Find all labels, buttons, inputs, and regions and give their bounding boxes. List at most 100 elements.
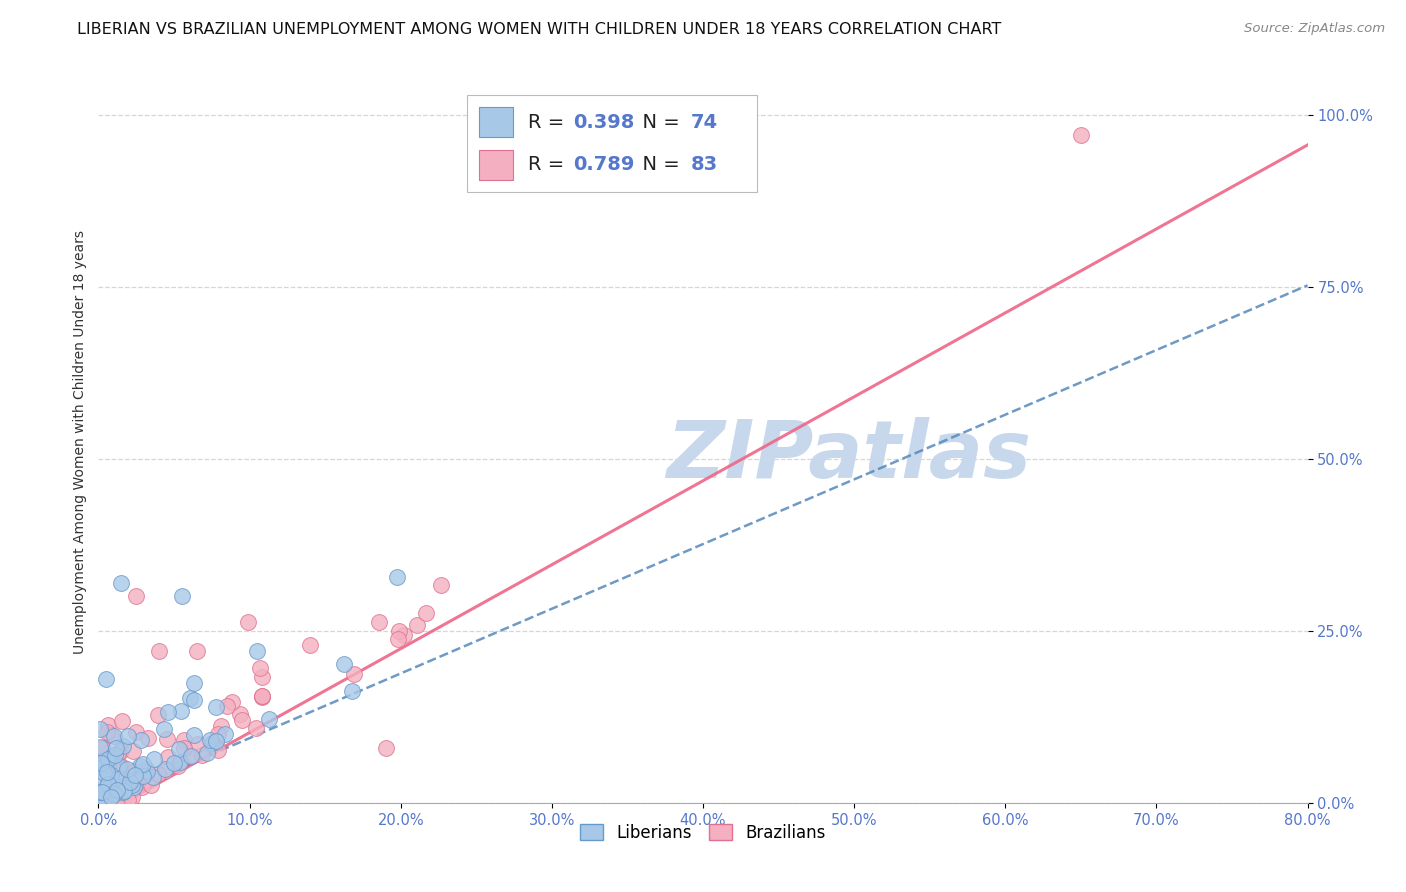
Point (98, 796, 121, 810)
Point (91, 785, 114, 799)
Point (131, 780, 153, 795)
Point (91, 796, 114, 810)
Point (107, 759, 129, 773)
Point (89, 795, 111, 809)
Point (1070, 128, 1092, 143)
Point (94, 672, 117, 686)
Point (94, 796, 117, 810)
Point (183, 676, 205, 690)
Point (139, 778, 162, 792)
Point (93, 765, 115, 780)
Point (143, 752, 166, 766)
Point (156, 705, 179, 719)
Text: 83: 83 (690, 155, 718, 175)
Text: LIBERIAN VS BRAZILIAN UNEMPLOYMENT AMONG WOMEN WITH CHILDREN UNDER 18 YEARS CORR: LIBERIAN VS BRAZILIAN UNEMPLOYMENT AMONG… (77, 22, 1001, 37)
Point (183, 692, 205, 706)
Point (97, 774, 120, 789)
Point (125, 725, 148, 739)
Point (103, 729, 125, 743)
Point (173, 733, 195, 747)
Point (201, 736, 224, 750)
Point (127, 776, 149, 790)
Point (236, 615, 259, 630)
Point (112, 771, 135, 785)
Point (231, 713, 253, 727)
Point (90, 756, 112, 770)
Point (89, 792, 111, 806)
Point (245, 721, 267, 735)
Point (101, 782, 124, 797)
Point (122, 744, 145, 758)
Point (157, 750, 180, 764)
Point (259, 712, 281, 726)
Point (98, 757, 121, 772)
Point (215, 699, 238, 714)
Point (156, 731, 179, 746)
Point (146, 766, 169, 780)
Point (100, 728, 122, 742)
Point (415, 607, 437, 621)
Point (94, 791, 117, 805)
Point (91, 759, 114, 773)
Point (104, 755, 127, 769)
Point (111, 764, 134, 778)
Point (221, 695, 243, 709)
Point (89, 783, 111, 797)
Point (97, 752, 120, 766)
Point (142, 770, 165, 784)
Point (394, 628, 416, 642)
Point (110, 758, 132, 772)
Point (97, 766, 120, 780)
Point (385, 570, 408, 584)
Point (169, 741, 191, 756)
Point (197, 746, 219, 760)
FancyBboxPatch shape (467, 95, 758, 193)
Point (228, 707, 250, 722)
Point (135, 763, 157, 777)
Point (111, 784, 134, 798)
Point (112, 781, 135, 796)
Text: 0.789: 0.789 (574, 155, 636, 175)
Point (111, 714, 134, 729)
Point (187, 737, 209, 751)
Point (107, 746, 129, 760)
Point (250, 670, 273, 684)
Point (96, 725, 118, 739)
Point (121, 783, 143, 797)
Point (89, 722, 111, 736)
Point (96, 788, 118, 802)
Text: R =: R = (527, 155, 571, 175)
Point (183, 728, 205, 742)
Point (105, 741, 128, 756)
Text: R =: R = (527, 112, 571, 131)
Point (179, 691, 201, 706)
Point (107, 772, 129, 786)
Point (246, 644, 269, 658)
Point (368, 615, 391, 630)
Text: Source: ZipAtlas.com: Source: ZipAtlas.com (1244, 22, 1385, 36)
Point (93, 783, 115, 797)
Point (100, 790, 122, 805)
Point (136, 764, 159, 778)
Point (122, 780, 145, 795)
Y-axis label: Unemployment Among Women with Children Under 18 years: Unemployment Among Women with Children U… (73, 229, 87, 654)
Point (388, 624, 411, 638)
Point (387, 632, 409, 647)
Point (125, 590, 148, 604)
Point (104, 796, 127, 810)
Point (186, 644, 208, 658)
Point (152, 723, 174, 737)
Point (112, 739, 135, 753)
FancyBboxPatch shape (479, 107, 513, 137)
Point (136, 731, 159, 746)
Point (429, 578, 451, 592)
Point (148, 708, 170, 723)
Point (250, 690, 273, 704)
Point (343, 666, 366, 681)
Point (112, 772, 135, 787)
Point (112, 784, 135, 798)
Point (89, 796, 111, 810)
Point (207, 726, 229, 740)
Point (180, 749, 202, 764)
Point (89, 740, 111, 755)
